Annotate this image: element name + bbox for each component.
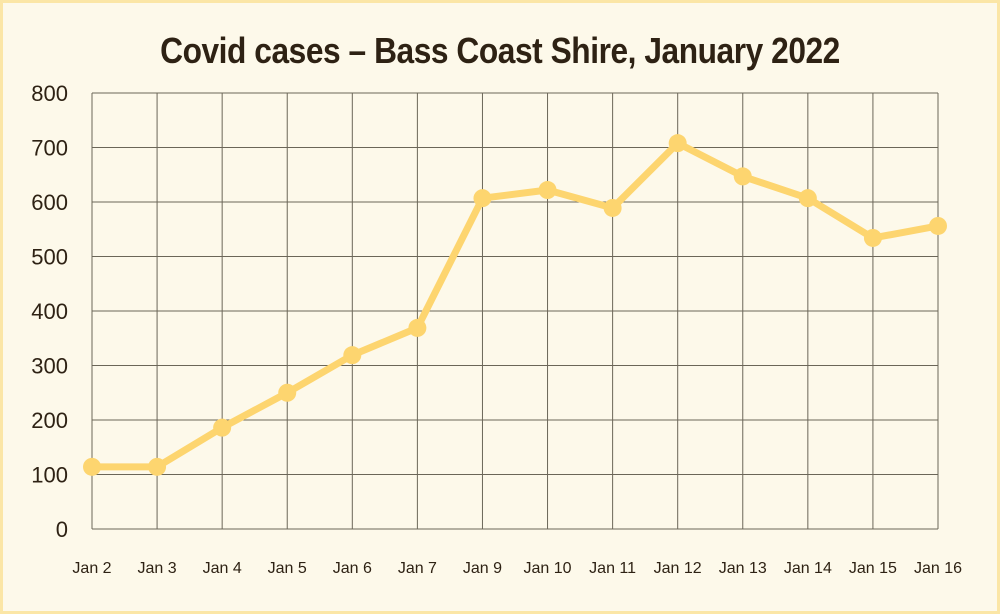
data-point [929, 216, 947, 235]
x-tick-label: Jan 6 [333, 560, 372, 577]
y-tick-label: 200 [31, 408, 68, 433]
data-point [213, 418, 232, 437]
x-tick-label: Jan 5 [268, 560, 307, 577]
data-point [733, 167, 752, 186]
x-tick-label: Jan 10 [524, 560, 572, 577]
x-tick-label: Jan 3 [138, 560, 177, 577]
y-tick-label: 700 [31, 136, 68, 161]
x-tick-label: Jan 11 [589, 560, 636, 577]
x-tick-label: Jan 2 [72, 560, 111, 577]
x-tick-label: Jan 7 [398, 560, 437, 577]
data-point [668, 134, 687, 153]
y-tick-label: 400 [31, 299, 68, 324]
x-tick-label: Jan 4 [203, 560, 242, 577]
data-point [603, 198, 622, 217]
y-tick-label: 300 [31, 354, 68, 379]
y-tick-label: 600 [31, 190, 68, 215]
y-tick-label: 0 [56, 517, 68, 542]
data-point [278, 383, 297, 402]
y-tick-label: 500 [31, 245, 68, 270]
x-tick-label: Jan 13 [719, 560, 767, 577]
data-point [408, 318, 427, 337]
data-point [83, 457, 101, 476]
data-point [538, 181, 557, 200]
data-point [863, 228, 882, 247]
series-line [92, 139, 939, 471]
data-point [798, 189, 817, 208]
data-point [343, 346, 362, 365]
x-tick-label: Jan 12 [654, 560, 702, 577]
data-point [148, 457, 167, 476]
x-tick-label: Jan 14 [784, 560, 832, 577]
x-tick-label: Jan 15 [849, 560, 897, 577]
y-tick-label: 800 [31, 81, 68, 106]
x-tick-label: Jan 16 [914, 560, 962, 577]
y-tick-label: 100 [31, 463, 68, 488]
chart-title: Covid cases – Bass Coast Shire, January … [160, 30, 840, 71]
x-tick-label: Jan 9 [463, 560, 502, 577]
data-point [473, 189, 492, 208]
